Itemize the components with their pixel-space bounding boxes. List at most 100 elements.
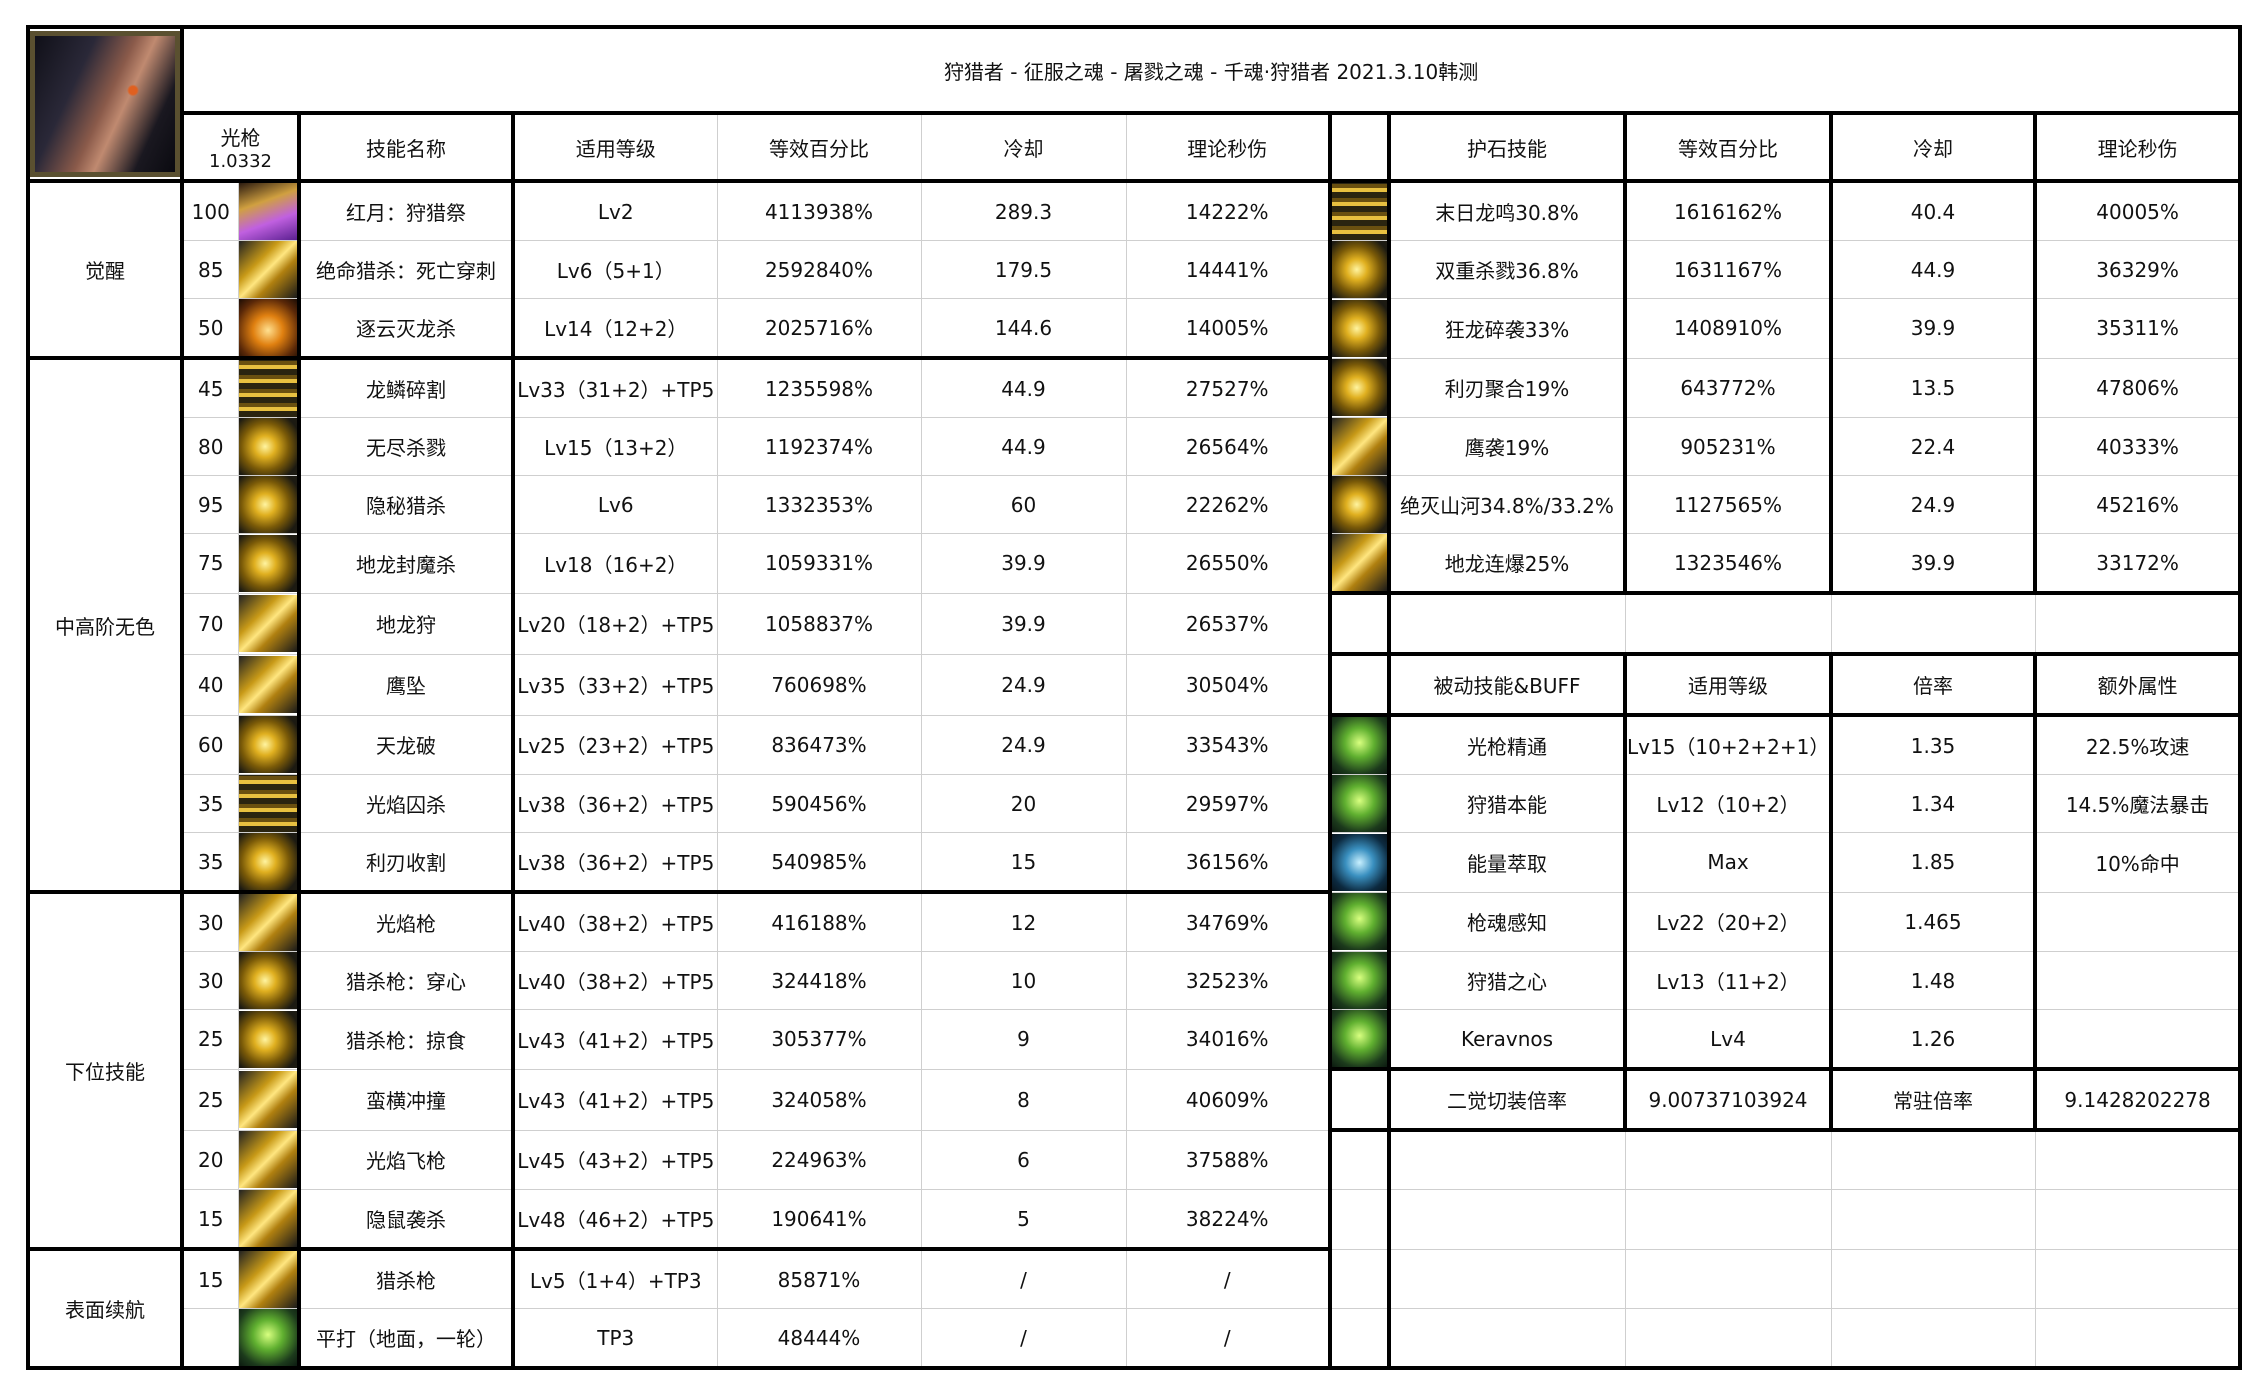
skill-dps: 14222% — [1125, 180, 1331, 241]
skill-name: 光焰飞枪 — [297, 1129, 514, 1190]
passive-extra: 10%命中 — [2032, 832, 2241, 893]
empty-cell — [1328, 1308, 1390, 1370]
empty-cell — [1624, 1129, 1832, 1190]
skill-percent: 2025716% — [716, 298, 922, 360]
skill-percent: 4113938% — [716, 180, 922, 241]
skill-dps: 36156% — [1125, 832, 1331, 894]
permanent-rate-value: 9.1428202278 — [2032, 1068, 2241, 1132]
skill-required-level: 25 — [180, 1009, 239, 1070]
skill-icon — [239, 1190, 297, 1246]
skill-percent: 1059331% — [716, 533, 922, 594]
skill-required-level: 50 — [180, 298, 239, 360]
skill-percent: 224963% — [716, 1129, 922, 1190]
skill-cooldown: 24.9 — [920, 714, 1127, 775]
skill-dps: 22262% — [1125, 475, 1331, 534]
skill-level: Lv38（36+2）+TP5 — [511, 832, 718, 894]
talisman-name: 利刃聚合19% — [1387, 357, 1626, 418]
category-label: 表面续航 — [27, 1248, 183, 1370]
skill-required-level: 75 — [180, 533, 239, 594]
table-row: 表面续航 15 猎杀枪 Lv5（1+4）+TP3 85871% / / — [27, 1248, 2241, 1370]
passive-icon-cell — [1328, 951, 1390, 1010]
skill-required-level: 45 — [180, 357, 239, 418]
skill-icon-cell — [237, 653, 300, 716]
skill-cooldown: 39.9 — [920, 592, 1127, 655]
talisman-dps: 36329% — [2032, 240, 2241, 299]
empty-cell — [1830, 592, 2036, 656]
skill-percent: 85871% — [716, 1248, 922, 1309]
skill-level: Lv33（31+2）+TP5 — [511, 357, 718, 418]
skill-percent: 324418% — [716, 951, 922, 1010]
skill-percent: 2592840% — [716, 240, 922, 299]
skill-icon-cell — [237, 714, 300, 775]
talisman-percent: 1323546% — [1623, 533, 1832, 595]
skill-level: Lv15（13+2） — [511, 417, 718, 476]
skill-level: Lv20（18+2）+TP5 — [511, 592, 718, 655]
talisman-cooldown: 39.9 — [1829, 533, 2036, 595]
skill-percent: 1058837% — [716, 592, 922, 655]
skill-percent: 760698% — [716, 653, 922, 716]
skill-percent: 190641% — [716, 1189, 922, 1251]
skill-icon — [239, 476, 297, 533]
table-row: 40 鹰坠 Lv35（33+2）+TP5 760698% 24.9 30504% 被动技能&… — [28, 653, 2241, 717]
skill-icon — [239, 1251, 297, 1308]
skill-required-level: 20 — [180, 1129, 239, 1190]
weapon-label: 光枪 — [220, 126, 261, 150]
passive-skill-icon — [1334, 952, 1387, 1009]
empty-cell — [1624, 1189, 1832, 1250]
skill-name: 光焰枪 — [297, 891, 514, 952]
skill-name: 隐鼠袭杀 — [297, 1189, 514, 1251]
talisman-cooldown: 44.9 — [1829, 240, 2036, 299]
talisman-icon-cell — [1328, 417, 1390, 476]
passive-skill-icon — [1334, 833, 1387, 891]
empty-cell — [1328, 1248, 1390, 1309]
skill-name: 鹰坠 — [297, 653, 514, 716]
skill-icon — [239, 952, 297, 1009]
table-row: 中高阶无色 45 龙鳞碎割 Lv33（31+2）+TP5 1235598% 44.9 275… — [27, 357, 2241, 894]
skill-icon — [239, 241, 297, 298]
empty-cell — [1387, 592, 1626, 656]
skill-percent: 1235598% — [716, 357, 922, 418]
skill-cooldown: / — [920, 1248, 1127, 1309]
passive-extra — [2032, 891, 2241, 952]
permanent-rate-label: 常驻倍率 — [1829, 1068, 2036, 1132]
table-row: 35 利刃收割 Lv38（36+2）+TP5 540985% 15 36156% 能量萃取 M… — [28, 832, 2241, 894]
table-row: 平打（地面，一轮） TP3 48444% / / — [28, 1308, 2241, 1370]
skill-cooldown: 44.9 — [920, 417, 1127, 476]
table-row: 觉醒 100 红月：狩猎祭 Lv2 4113938% 289.3 14222% 末日龙鸣30.… — [27, 180, 2241, 360]
skill-dps: 26537% — [1125, 592, 1331, 655]
table-row: 95 隐秘猎杀 Lv6 1332353% 60 22262% 绝灭山河34.8%/33.2%… — [28, 475, 2241, 534]
talisman-column-header: 理论秒伤 — [2032, 112, 2241, 183]
skill-required-level: 85 — [180, 240, 239, 299]
empty-cell — [1830, 1129, 2036, 1190]
skill-dps: 14441% — [1125, 240, 1331, 299]
skill-required-level: 95 — [180, 475, 239, 534]
skill-icon-cell — [237, 357, 300, 418]
skill-name: 光焰囚杀 — [297, 774, 514, 833]
talisman-percent: 1127565% — [1623, 475, 1832, 534]
skill-cooldown: 12 — [920, 891, 1127, 952]
passive-column-header: 额外属性 — [2032, 653, 2241, 717]
awaken-swap-rate-value: 9.00737103924 — [1623, 1068, 1832, 1132]
skill-icon — [239, 183, 297, 240]
category-label: 下位技能 — [27, 891, 183, 1251]
skill-icon-cell — [237, 533, 300, 594]
skill-icon — [239, 299, 297, 355]
skill-dps: 14005% — [1125, 298, 1331, 360]
passive-level: Lv12（10+2） — [1623, 774, 1832, 833]
talisman-dps: 40333% — [2032, 417, 2241, 476]
skill-name: 平打（地面，一轮） — [297, 1308, 514, 1370]
column-header: 等效百分比 — [716, 112, 922, 183]
page-title: 狩猎者 - 征服之魂 - 屠戮之魂 - 千魂·狩猎者 2021.3.10韩测 — [179, 26, 2241, 115]
skill-required-level: 80 — [180, 417, 239, 476]
skill-name: 地龙封魔杀 — [297, 533, 514, 594]
talisman-icon — [1334, 299, 1387, 357]
passive-rate: 1.48 — [1829, 951, 2036, 1010]
passive-level: Lv4 — [1623, 1009, 1832, 1071]
talisman-icon-header — [1328, 112, 1390, 183]
talisman-dps: 33172% — [2032, 533, 2241, 595]
empty-cell — [2034, 1129, 2241, 1190]
talisman-icon — [1334, 476, 1387, 533]
skill-required-level: 35 — [180, 774, 239, 833]
skill-name: 天龙破 — [297, 714, 514, 775]
passive-extra: 14.5%魔法暴击 — [2032, 774, 2241, 833]
